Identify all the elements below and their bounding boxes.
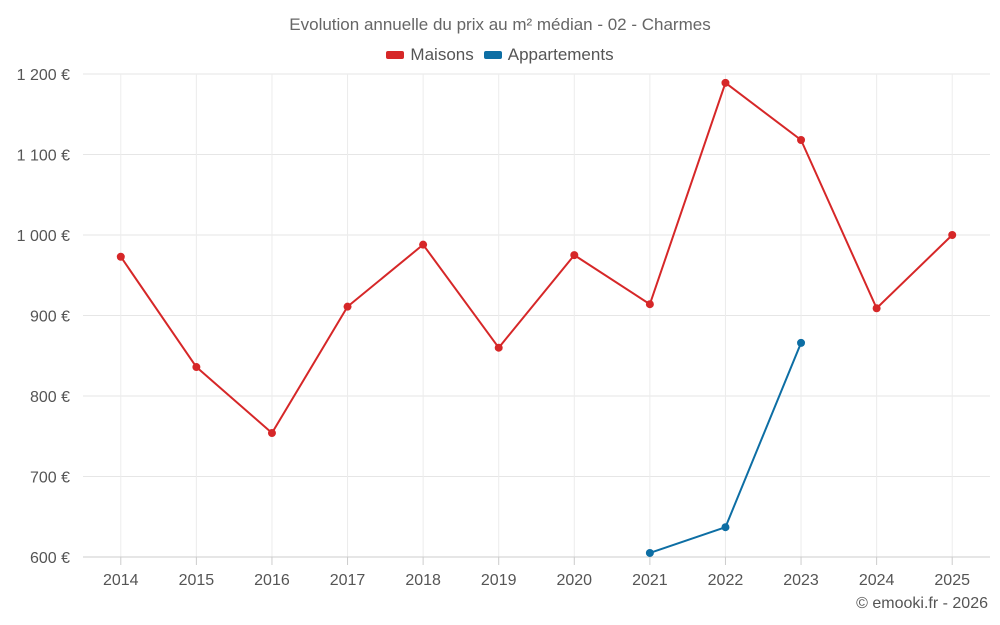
y-tick-label: 800 € [30, 389, 70, 406]
data-point-maisons[interactable] [343, 302, 352, 311]
series-layer [116, 78, 957, 557]
x-tick-label: 2014 [103, 572, 139, 589]
x-tick-label: 2019 [481, 572, 517, 589]
data-point-maisons[interactable] [948, 231, 957, 239]
data-point-maisons[interactable] [192, 363, 201, 372]
data-point-maisons[interactable] [116, 252, 125, 261]
x-tick-label: 2017 [330, 572, 366, 589]
grid [83, 73, 990, 557]
x-tick-label: 2022 [708, 572, 744, 589]
x-tick-label: 2025 [934, 572, 970, 589]
data-point-maisons[interactable] [872, 304, 881, 313]
data-point-maisons[interactable] [721, 78, 730, 87]
data-point-maisons[interactable] [419, 240, 428, 249]
data-point-maisons[interactable] [797, 136, 806, 145]
credit-text: © emooki.fr - 2026 [856, 595, 988, 612]
series-maisons [116, 78, 957, 438]
legend: Maisons Appartements [0, 45, 1000, 65]
x-tick-label: 2023 [783, 572, 819, 589]
legend-swatch-maisons [386, 51, 405, 59]
y-tick-label: 1 200 € [17, 67, 70, 84]
data-point-maisons[interactable] [645, 300, 654, 309]
y-tick-label: 1 000 € [17, 228, 70, 245]
legend-item-appartements[interactable]: Appartements [483, 45, 614, 65]
legend-item-maisons[interactable]: Maisons [386, 45, 474, 65]
data-point-appartements[interactable] [797, 338, 806, 347]
x-tick-label: 2021 [632, 572, 668, 589]
x-tick-label: 2018 [405, 572, 441, 589]
series-line-maisons [119, 81, 953, 435]
chart-title: Evolution annuelle du prix au m² médian … [289, 15, 711, 34]
data-point-maisons[interactable] [494, 343, 503, 352]
x-tick-label: 2020 [556, 572, 592, 589]
legend-label-appartements: Appartements [507, 45, 614, 64]
series-appartements [645, 338, 806, 557]
y-tick-label: 700 € [30, 470, 70, 487]
y-tick-label: 1 100 € [17, 148, 70, 165]
data-point-appartements[interactable] [721, 523, 730, 532]
x-tick-label: 2024 [859, 572, 895, 589]
y-tick-label: 600 € [30, 550, 70, 567]
x-tick-label: 2015 [179, 572, 215, 589]
data-point-maisons[interactable] [267, 429, 276, 438]
axes: 600 € 700 € 800 € 900 € 1 000 € 1 100 € 1 200 … [17, 67, 990, 589]
y-tick-label: 900 € [30, 309, 70, 326]
legend-swatch-appartements [483, 51, 502, 59]
legend-label-maisons: Maisons [410, 45, 474, 64]
x-tick-label: 2016 [254, 572, 290, 589]
data-point-appartements[interactable] [645, 548, 654, 557]
data-point-maisons[interactable] [570, 251, 579, 260]
